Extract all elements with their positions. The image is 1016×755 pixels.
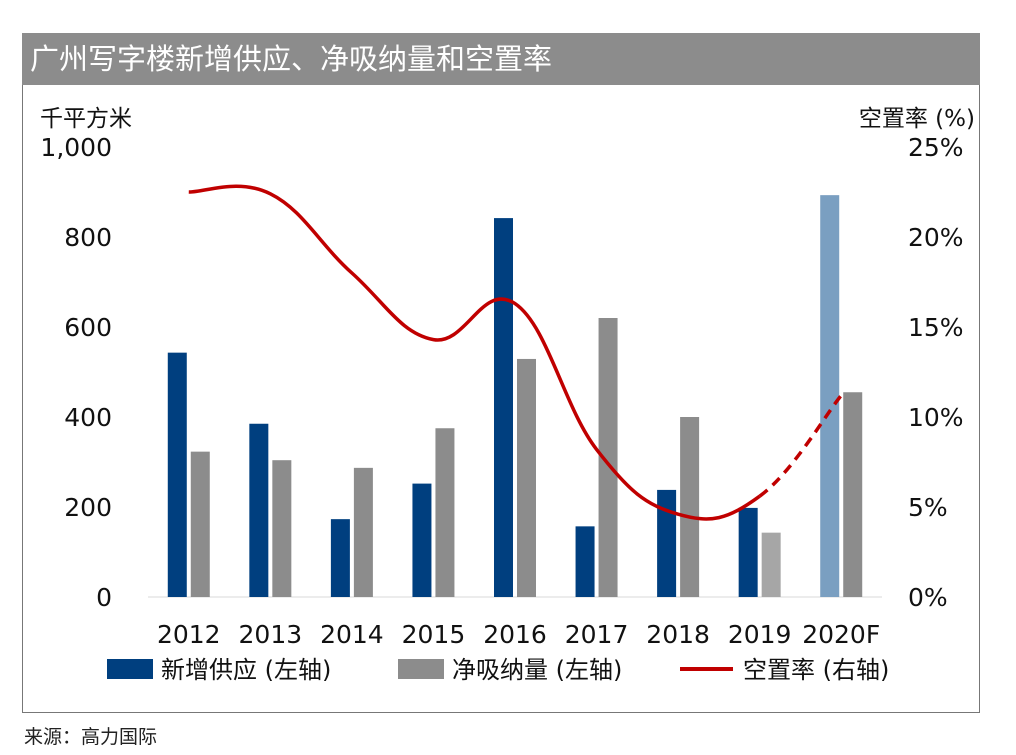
bar-net-absorption: [353, 467, 373, 597]
x-tick-label: 2014: [320, 620, 384, 649]
chart-title: 广州写字楼新增供应、净吸纳量和空置率: [30, 42, 553, 76]
x-tick-label: 2015: [402, 620, 466, 649]
legend-swatch-net-absorption: [398, 659, 444, 679]
bar-net-absorption: [680, 417, 700, 597]
vacancy-line-forecast: [758, 394, 843, 498]
bar-new-supply: [249, 423, 269, 597]
y-left-tick-label: 800: [64, 223, 112, 252]
bar-net-absorption: [272, 460, 292, 597]
bar-new-supply: [167, 352, 187, 597]
x-tick-label: 2017: [565, 620, 629, 649]
y-right-tick-label: 10%: [908, 403, 964, 432]
bar-net-absorption: [843, 392, 863, 597]
bar-net-absorption: [190, 451, 210, 597]
y-left-tick-label: 1,000: [40, 133, 112, 162]
legend-swatch-new-supply: [107, 659, 153, 679]
y-right-tick-label: 15%: [908, 313, 964, 342]
x-tick-label: 2013: [239, 620, 303, 649]
bar-net-absorption: [761, 532, 781, 597]
x-tick-label: 2018: [646, 620, 710, 649]
bar-new-supply: [738, 507, 758, 597]
x-tick-label: 2019: [728, 620, 792, 649]
y-right-tick-label: 25%: [908, 133, 964, 162]
bar-net-absorption: [598, 318, 618, 597]
bar-new-supply: [494, 218, 513, 597]
y-right-axis-title: 空置率 (%): [859, 106, 975, 132]
y-right-tick-label: 20%: [908, 223, 964, 252]
x-tick-label: 2020F: [802, 620, 880, 649]
bar-new-supply: [330, 519, 350, 597]
source-note: 来源：高力国际: [24, 726, 158, 748]
bar-new-supply: [412, 483, 432, 597]
title-bar: [22, 33, 980, 85]
bar-net-absorption: [435, 428, 455, 597]
bar-new-supply: [657, 489, 677, 597]
y-left-tick-label: 600: [64, 313, 112, 342]
bar-net-absorption: [517, 358, 536, 597]
x-tick-label: 2016: [483, 620, 547, 649]
bar-new-supply: [575, 526, 595, 597]
y-right-tick-label: 5%: [908, 493, 948, 522]
legend-label-vacancy: 空置率 (右轴): [743, 656, 889, 684]
y-left-tick-label: 200: [64, 493, 112, 522]
y-right-tick-label: 0%: [908, 583, 948, 612]
y-left-axis-title: 千平方米: [40, 106, 132, 132]
y-left-tick-label: 0: [96, 583, 112, 612]
bar-new-supply: [820, 195, 840, 597]
y-left-tick-label: 400: [64, 403, 112, 432]
legend-label-net-absorption: 净吸纳量 (左轴): [452, 656, 622, 684]
x-tick-label: 2012: [157, 620, 221, 649]
legend-label-new-supply: 新增供应 (左轴): [161, 656, 331, 684]
vacancy-line: [188, 184, 761, 521]
